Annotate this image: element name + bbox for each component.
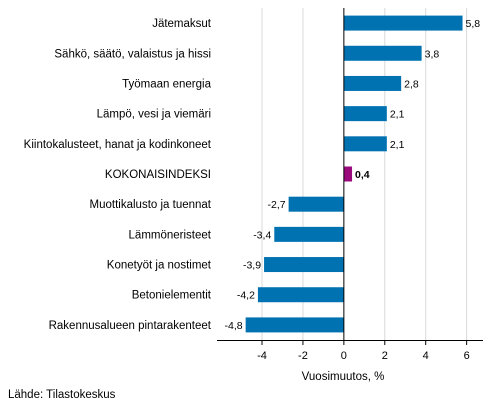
category-label: Rakennusalueen pintarakenteet — [49, 320, 212, 332]
value-label: -4,8 — [225, 320, 243, 332]
x-axis-label: Vuosimuutos, % — [302, 371, 385, 383]
x-tick-label: 0 — [341, 350, 347, 362]
bar — [257, 287, 344, 303]
bar — [343, 136, 387, 152]
value-label: 2,8 — [404, 78, 419, 90]
value-label: 2,1 — [390, 139, 405, 151]
bar — [343, 15, 463, 31]
category-labels: Jätemaksut Sähkö, säätö, valaistus ja his… — [24, 18, 212, 332]
x-tick-label: 2 — [382, 350, 388, 362]
source-note: Lähde: Tilastokeskus — [8, 389, 116, 401]
value-label: 3,8 — [425, 48, 440, 60]
category-label: Muottikalusto ja tuennat — [90, 199, 212, 211]
x-tick-label: 4 — [423, 350, 429, 362]
category-label: Lämpö, vesi ja viemäri — [97, 109, 211, 121]
category-label: Lämmöneristeet — [129, 229, 212, 241]
category-label: Työmaan energia — [122, 78, 211, 90]
bars — [245, 15, 463, 333]
category-label: Konetyöt ja nostimet — [107, 260, 212, 272]
bar — [288, 196, 344, 212]
x-tick-label: 6 — [464, 350, 470, 362]
value-label: -3,9 — [243, 260, 261, 272]
bar — [245, 317, 344, 333]
category-label: Betonielementit — [132, 290, 212, 302]
category-label: KOKONAISINDEKSI — [105, 169, 211, 181]
category-label: Jätemaksut — [152, 18, 212, 30]
value-label: 2,1 — [390, 109, 405, 121]
x-axis: -4 -2 0 2 4 6 — [217, 8, 483, 362]
gridlines — [261, 8, 468, 340]
bar — [343, 166, 353, 182]
x-tick-label: -2 — [298, 350, 308, 362]
bar — [274, 226, 344, 242]
x-tick-label: -4 — [257, 350, 267, 362]
value-label: 0,4 — [355, 169, 370, 181]
bar — [343, 106, 387, 122]
value-label: 5,8 — [466, 18, 481, 30]
bar — [343, 75, 402, 91]
category-label: Sähkö, säätö, valaistus ja hissi — [54, 48, 211, 60]
value-labels: 5,8 3,8 2,8 2,1 2,1 0,4 -2,7 -3,4 -3,9 -4,2 -4,8 — [225, 18, 481, 332]
bar — [343, 45, 422, 61]
bar — [264, 257, 344, 273]
value-label: -4,2 — [237, 290, 255, 302]
value-label: -2,7 — [268, 199, 286, 211]
value-label: -3,4 — [253, 229, 271, 241]
category-label: Kiintokalusteet, hanat ja kodinkoneet — [24, 139, 212, 151]
